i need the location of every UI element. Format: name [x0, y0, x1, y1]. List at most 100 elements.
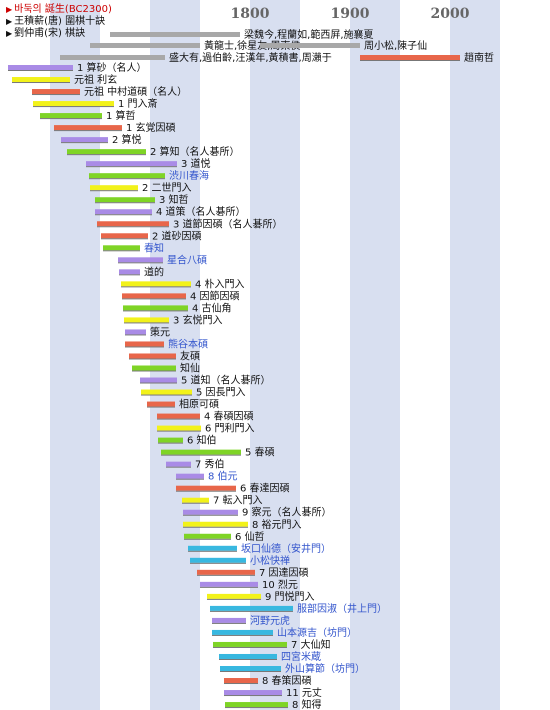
timeline-bar-shadow: [212, 622, 246, 624]
header-line-1[interactable]: ▶ 바둑의 誕生(BC2300): [6, 4, 112, 15]
timeline-bar: [97, 221, 169, 227]
timeline-bar-label: 相原可碩: [179, 398, 219, 411]
timeline-bar-shadow: [101, 238, 148, 240]
timeline-bar-shadow: [225, 707, 288, 709]
timeline-bar-shadow: [161, 454, 241, 456]
timeline-bar-label: 外山算節（坊門）: [285, 662, 365, 675]
timeline-bar-label: 2 算知（名人碁所）: [150, 145, 240, 158]
timeline-bar: [207, 593, 261, 599]
timeline-bar: [125, 329, 146, 335]
timeline-bar: [33, 101, 114, 107]
timeline-bar-label: 3 道悦: [181, 157, 211, 170]
timeline-bar-label: 7 転入門入: [213, 495, 263, 507]
timeline-bar-shadow: [176, 490, 236, 492]
header-line-3[interactable]: ▶ 劉仲甫(宋) 棋訣: [6, 28, 86, 39]
top-row-bar: [60, 55, 165, 60]
timeline-bar-label: 2 道砂因碩: [152, 229, 202, 242]
timeline-bar: [140, 377, 177, 383]
timeline-bar-shadow: [184, 538, 231, 540]
timeline-bar-shadow: [95, 202, 155, 204]
timeline-bar-shadow: [129, 358, 176, 360]
timeline-bar-shadow: [157, 418, 200, 420]
timeline-bar: [197, 569, 255, 575]
timeline-bar-shadow: [86, 166, 177, 168]
x-tick-label: 2000: [431, 6, 470, 22]
timeline-bar: [119, 269, 140, 275]
timeline-bar-label: 7 因達因碩: [259, 567, 309, 579]
header-line-2[interactable]: ▶ 王積薪(唐) 圍棋十訣: [6, 16, 106, 27]
timeline-bar: [95, 197, 155, 203]
timeline-bar: [147, 401, 175, 407]
timeline-bar-label: 山本源吉（坊門）: [277, 626, 357, 639]
top-row-bar-label: 趙南哲: [464, 51, 494, 64]
timeline-bar-shadow: [183, 514, 238, 516]
timeline-bar-label: 6 仙哲: [235, 530, 265, 543]
timeline-bar: [32, 89, 80, 95]
timeline-bar-label: 四宮米蔵: [281, 650, 321, 663]
timeline-bar: [90, 185, 138, 191]
timeline-bar-label: 4 道策（名人碁所）: [156, 205, 246, 218]
top-row-bar: [360, 55, 460, 60]
timeline-bar-shadow: [158, 442, 183, 444]
timeline-bar-shadow: [183, 526, 248, 528]
triangle-icon: ▶: [6, 17, 13, 26]
timeline-bar-shadow: [207, 598, 261, 600]
timeline-bar-label: 9 門悦門入: [265, 590, 315, 603]
timeline-bar: [184, 533, 231, 539]
timeline-bar-shadow: [212, 634, 273, 636]
timeline-bar-label: 5 因長門入: [196, 387, 246, 399]
timeline-bar: [224, 678, 258, 684]
timeline-bar: [182, 497, 209, 503]
timeline-bar: [8, 65, 73, 70]
timeline-bar: [95, 209, 152, 215]
timeline-bar-label: 3 道節因碩（名人碁所）: [173, 217, 283, 230]
timeline-bar-shadow: [166, 466, 191, 468]
timeline-bar-label: 元祖 利玄: [74, 73, 117, 86]
top-row-bar: [260, 43, 360, 48]
timeline-bar-label: 4 春碩因碩: [204, 411, 254, 423]
timeline-bar-shadow: [97, 226, 169, 228]
timeline-bar-shadow: [12, 82, 70, 84]
timeline-bar-shadow: [219, 658, 277, 660]
timeline-bar-label: 服部因淑（井上門）: [297, 602, 387, 615]
timeline-bar: [213, 641, 287, 647]
timeline-bar-label: 8 伯元: [208, 470, 238, 483]
timeline-bar-shadow: [190, 562, 246, 564]
timeline-bar: [118, 257, 163, 263]
timeline-bar: [141, 389, 192, 395]
timeline-bar: [125, 341, 164, 347]
timeline-bar: [157, 425, 201, 431]
timeline-bar-shadow: [220, 671, 281, 672]
timeline-bar-shadow: [200, 586, 258, 588]
timeline-bar: [224, 690, 282, 696]
timeline-bar: [176, 473, 204, 479]
timeline-bar: [61, 137, 108, 143]
timeline-bar-label: 3 知哲: [159, 193, 189, 206]
timeline-bar-label: 知仙: [180, 362, 200, 375]
timeline-bar-label: 2 算悦: [112, 133, 142, 146]
timeline-bar-shadow: [213, 646, 287, 648]
timeline-bar-shadow: [33, 106, 114, 108]
top-row-bar-label: 盛大有,過伯齡,汪漢年,黃積書,周瀨于: [169, 51, 332, 64]
grid-band: [450, 0, 500, 710]
top-row-bar-label: 黃龍士,徐星友,周東侯: [204, 39, 300, 52]
timeline-bar: [212, 617, 246, 623]
timeline-bar: [89, 173, 165, 179]
timeline-bar-label: 元祖 中村道碩（名人）: [84, 85, 187, 98]
timeline-bar: [219, 653, 277, 659]
timeline-bar-label: 坂口仙德（安井門）: [241, 542, 331, 555]
timeline-bar-shadow: [8, 70, 73, 71]
timeline-bar-label: 熊谷本碩: [168, 337, 208, 350]
timeline-bar: [166, 461, 191, 467]
timeline-bar: [54, 125, 122, 131]
top-row-bar-shadow: [360, 60, 460, 61]
timeline-bar: [200, 581, 258, 587]
timeline-bar: [176, 485, 236, 491]
timeline-bar-label: 6 春達因碩: [240, 483, 290, 495]
timeline-bar: [67, 149, 146, 155]
timeline-bar-label: 星合八碩: [167, 253, 207, 266]
timeline-bar-shadow: [32, 94, 80, 96]
timeline-bar: [123, 305, 188, 311]
timeline-bar-label: 4 朴入門入: [195, 277, 245, 290]
